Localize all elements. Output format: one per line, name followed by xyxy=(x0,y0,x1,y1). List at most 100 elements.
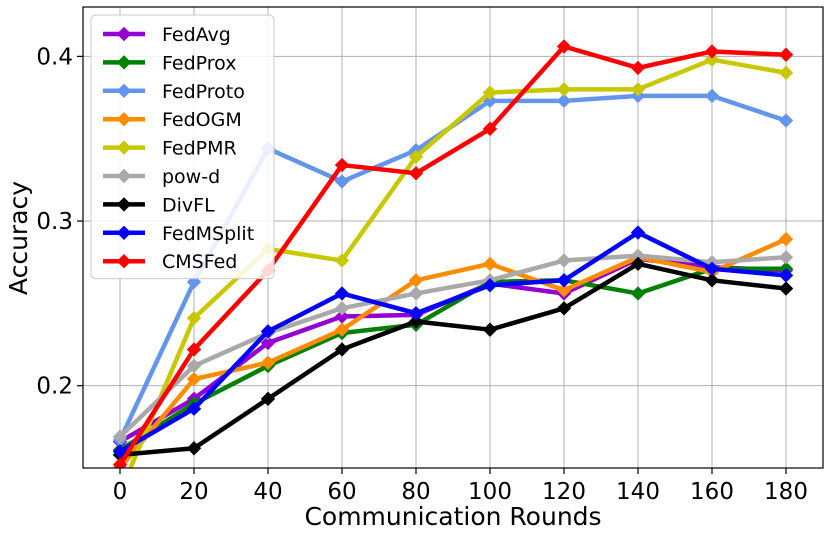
data-point-cmsfed xyxy=(778,47,794,62)
series-line-pow-d xyxy=(118,253,787,439)
data-point-divfl xyxy=(334,342,350,357)
legend-item-fedmsplit: FedMSplit xyxy=(103,223,254,245)
x-tick-label: 100 xyxy=(468,479,512,505)
legend-label: DivFL xyxy=(162,194,215,216)
x-tick-label: 80 xyxy=(401,479,430,505)
legend-swatch-marker xyxy=(116,55,132,70)
legend-swatch-marker xyxy=(116,111,132,127)
series-line-fedpmr xyxy=(128,57,787,468)
data-point-cmsfed xyxy=(482,121,498,137)
data-point-pow-d xyxy=(112,429,128,444)
legend-label: FedOGM xyxy=(162,109,242,131)
legend-label: pow-d xyxy=(162,166,220,188)
y-axis-ticks: 0.2 0.3 0.4 xyxy=(36,44,83,400)
data-point-fedogm xyxy=(334,322,350,337)
data-point-fedmsplit xyxy=(260,324,276,339)
x-axis-ticks: 0 20 40 60 80 100 120 140 160 180 xyxy=(113,468,808,505)
data-point-fedogm xyxy=(556,282,572,298)
x-tick-label: 40 xyxy=(253,479,282,505)
series-cmsfed xyxy=(112,39,794,468)
data-point-fedogm xyxy=(482,256,498,272)
data-point-cmsfed xyxy=(186,342,202,357)
data-point-fedpmr xyxy=(630,82,646,97)
x-tick-label: 60 xyxy=(327,479,356,505)
data-point-fedpmr xyxy=(482,85,498,100)
data-point-fedproto xyxy=(556,93,572,109)
series-line-cmsfed xyxy=(118,44,787,466)
plot-frame xyxy=(82,6,824,469)
legend-label: FedAvg xyxy=(162,24,231,46)
data-point-pow-d xyxy=(186,358,202,374)
data-point-cmsfed xyxy=(704,44,720,59)
legend-swatch-marker xyxy=(116,253,132,269)
data-point-fedogm xyxy=(778,231,794,247)
data-point-cmsfed xyxy=(112,457,128,468)
data-point-fedpmr xyxy=(556,82,572,97)
data-point-pow-d xyxy=(556,253,572,268)
y-axis-label: Accuracy xyxy=(4,181,33,295)
legend-label: FedPMR xyxy=(162,138,237,160)
data-point-divfl xyxy=(260,391,276,407)
data-point-fedogm xyxy=(260,355,276,370)
legend-label: CMSFed xyxy=(162,251,237,273)
data-point-fedmsplit xyxy=(408,306,424,321)
legend-item-fedprox: FedProx xyxy=(103,52,236,74)
data-point-fedpmr xyxy=(778,65,794,81)
legend-item-fedproto: FedProto xyxy=(103,81,245,103)
series-fedprox xyxy=(112,261,794,458)
legend-swatch-marker xyxy=(116,225,132,241)
series-fedpmr xyxy=(128,52,794,468)
legend-item-fedogm: FedOGM xyxy=(103,109,242,131)
x-tick-label: 160 xyxy=(690,479,734,505)
data-point-fedmsplit xyxy=(630,225,646,240)
data-point-pow-d xyxy=(408,286,424,301)
legend-item-pow-d: pow-d xyxy=(103,166,220,188)
data-point-fedmsplit xyxy=(556,273,572,288)
legend-item-fedpmr: FedPMR xyxy=(103,138,237,160)
data-point-divfl xyxy=(186,441,202,456)
data-point-fedpmr xyxy=(408,149,424,165)
x-axis-label: Communication Rounds xyxy=(304,502,601,531)
x-tick-label: 20 xyxy=(179,479,208,505)
series-fedavg xyxy=(112,251,794,449)
legend-swatch-marker xyxy=(116,83,132,99)
series-line-fedprox xyxy=(118,266,786,452)
data-point-fedpmr xyxy=(186,310,202,326)
data-point-divfl xyxy=(482,322,498,337)
x-tick-label: 0 xyxy=(113,479,128,505)
data-point-divfl xyxy=(704,273,720,288)
legend: FedAvg FedProx FedProto FedOGM FedPMR pow-d Di… xyxy=(90,14,275,280)
data-point-fedproto xyxy=(334,174,350,189)
legend-item-cmsfed: CMSFed xyxy=(103,251,237,273)
legend-swatch-marker xyxy=(116,168,132,184)
data-point-divfl xyxy=(556,301,572,316)
data-point-fedproto xyxy=(704,88,720,104)
data-point-divfl xyxy=(778,281,794,296)
y-tick-label: 0.4 xyxy=(36,44,73,70)
data-point-fedogm xyxy=(186,371,202,387)
data-point-fedmsplit xyxy=(482,278,498,293)
x-tick-label: 180 xyxy=(764,479,808,505)
data-point-divfl xyxy=(408,314,424,329)
legend-item-fedavg: FedAvg xyxy=(103,24,231,46)
y-tick-label: 0.3 xyxy=(36,209,73,235)
data-point-fedmsplit xyxy=(778,268,794,283)
data-point-cmsfed xyxy=(408,166,424,181)
series-line-fedmsplit xyxy=(118,230,787,454)
data-point-cmsfed xyxy=(630,60,646,76)
legend-label: FedMSplit xyxy=(162,223,254,245)
legend-swatch-marker xyxy=(116,140,132,155)
data-point-fedpmr xyxy=(704,52,720,67)
data-point-fedmsplit xyxy=(704,261,720,276)
data-point-cmsfed xyxy=(556,39,572,54)
legend-swatch-marker xyxy=(116,26,132,42)
data-point-fedavg xyxy=(260,335,276,351)
legend-frame xyxy=(90,14,275,280)
data-point-pow-d xyxy=(334,301,350,316)
y-tick-label: 0.2 xyxy=(36,374,73,400)
x-tick-label: 120 xyxy=(542,479,586,505)
x-tick-label: 140 xyxy=(616,479,660,505)
data-point-pow-d xyxy=(778,250,794,265)
legend-swatch-marker xyxy=(116,197,132,212)
